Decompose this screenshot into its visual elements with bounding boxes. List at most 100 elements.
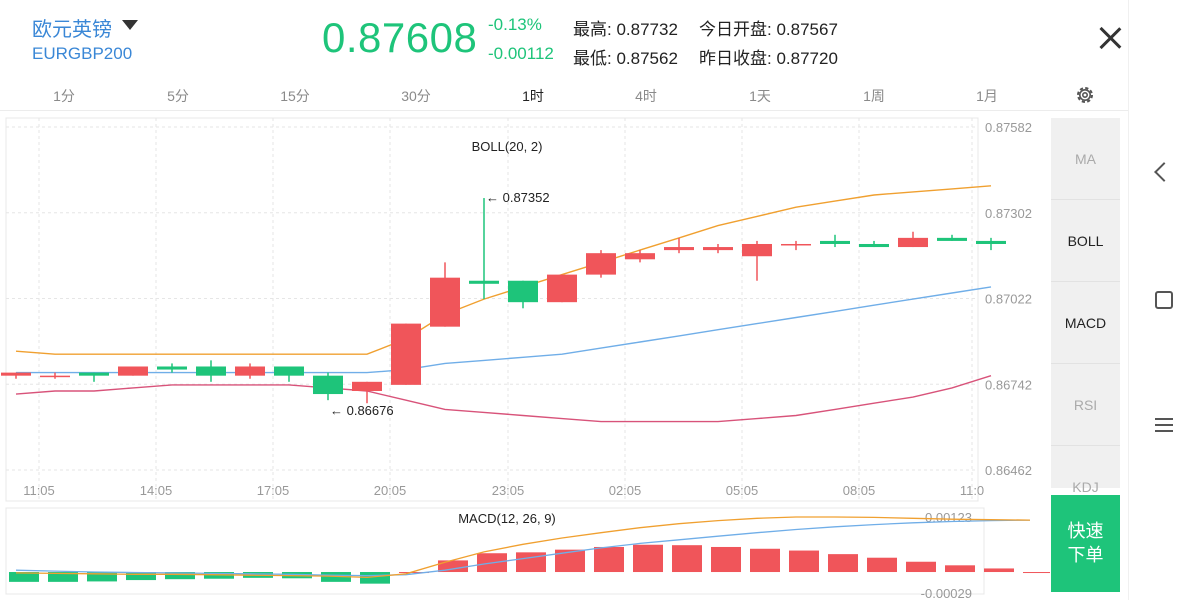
candle-4 bbox=[157, 363, 187, 373]
candle-body bbox=[937, 237, 967, 241]
candle-body bbox=[1, 372, 31, 376]
candle-body bbox=[469, 280, 499, 284]
open-stat: 今日开盘: 0.87567 bbox=[699, 20, 838, 39]
high-annotation: ← 0.87352 bbox=[486, 190, 550, 205]
indicator-boll[interactable]: BOLL bbox=[1051, 200, 1120, 282]
boll-label: BOLL(20, 2) bbox=[472, 139, 543, 154]
prev-close-label: 昨日收盘 bbox=[699, 49, 767, 68]
home-icon[interactable] bbox=[1155, 291, 1173, 309]
macd-dif-line bbox=[15, 519, 1031, 577]
y-tick-label: 0.86462 bbox=[985, 463, 1032, 478]
y-tick-label: 0.87582 bbox=[985, 120, 1032, 135]
quick-order-line2: 下单 bbox=[1067, 544, 1104, 565]
tab-timeframe-0[interactable]: 1分 bbox=[53, 88, 75, 104]
macd-bar-24 bbox=[945, 565, 975, 573]
tab-timeframe-3[interactable]: 30分 bbox=[401, 88, 431, 104]
x-tick-label: 20:05 bbox=[374, 483, 407, 498]
macd-lines bbox=[15, 516, 1031, 579]
macd-label: MACD(12, 26, 9) bbox=[458, 511, 556, 526]
macd-bar-11 bbox=[438, 560, 468, 573]
settings-gear-icon[interactable] bbox=[1073, 83, 1097, 107]
tab-timeframe-8[interactable]: 1月 bbox=[976, 88, 998, 104]
macd-bar-10 bbox=[399, 572, 429, 574]
macd-bar-21 bbox=[828, 554, 858, 573]
tab-timeframe-1[interactable]: 5分 bbox=[167, 88, 189, 104]
macd-bar-15 bbox=[594, 546, 624, 573]
macd-bar-17 bbox=[672, 545, 702, 573]
candle-body bbox=[859, 243, 889, 248]
y-tick-label: 0.87022 bbox=[985, 292, 1032, 307]
high-stat: 最高: 0.87732 bbox=[573, 20, 678, 39]
macd-histogram bbox=[9, 544, 1050, 584]
close-icon[interactable] bbox=[1096, 24, 1124, 52]
candle-17 bbox=[664, 237, 694, 254]
candle-23 bbox=[898, 231, 928, 248]
indicator-rsi[interactable]: RSI bbox=[1051, 364, 1120, 446]
macd-bar-18 bbox=[711, 546, 741, 573]
boll-bands bbox=[15, 185, 992, 423]
instrument-symbol: EURGBP200 bbox=[32, 44, 133, 63]
y-tick-label: 0.86742 bbox=[985, 377, 1032, 392]
macd-bar-3 bbox=[126, 572, 156, 581]
change-percent: -0.13% bbox=[488, 15, 542, 34]
macd-bar-26 bbox=[1023, 572, 1050, 574]
x-tick-label: 14:05 bbox=[140, 483, 173, 498]
low-annotation: ← 0.86676 bbox=[330, 403, 394, 418]
candle-12 bbox=[469, 198, 499, 300]
indicator-panel bbox=[1051, 118, 1120, 488]
extreme-annotations: ← 0.87352 ← 0.86676 bbox=[330, 190, 550, 418]
menu-icon[interactable] bbox=[1155, 418, 1173, 432]
candle-3 bbox=[118, 366, 148, 376]
tab-timeframe-6[interactable]: 1天 bbox=[749, 88, 771, 104]
system-nav-bar bbox=[1128, 0, 1200, 600]
macd-bar-19 bbox=[750, 548, 780, 573]
indicator-macd[interactable]: MACD bbox=[1051, 282, 1120, 364]
macd-bar-1 bbox=[48, 572, 78, 582]
macd-bar-16 bbox=[633, 544, 663, 573]
high-value: 0.87732 bbox=[616, 20, 678, 39]
macd-bar-4 bbox=[165, 572, 195, 580]
candle-body bbox=[781, 243, 811, 246]
candle-8 bbox=[313, 372, 343, 401]
tab-timeframe-2[interactable]: 15分 bbox=[280, 88, 310, 104]
x-tick-label: 17:05 bbox=[257, 483, 290, 498]
price-grid bbox=[5, 117, 979, 502]
candle-body bbox=[352, 381, 382, 391]
x-tick-label: 11:05 bbox=[23, 483, 55, 498]
indicator-kdj[interactable]: KDJ bbox=[1072, 479, 1099, 495]
candle-body bbox=[274, 366, 304, 376]
candle-7 bbox=[274, 366, 304, 382]
chart-area[interactable]: 0.87582 0.87302 0.87022 0.86742 0.86462 11:05… bbox=[0, 110, 1050, 600]
boll-lower-line bbox=[15, 375, 992, 423]
instrument-name[interactable]: 欧元英镑 bbox=[32, 19, 112, 41]
quick-order-button[interactable]: 快速 下单 bbox=[1051, 495, 1120, 592]
tab-timeframe-7[interactable]: 1周 bbox=[863, 88, 885, 104]
candle-15 bbox=[586, 250, 616, 278]
x-tick-label: 02:05 bbox=[609, 483, 642, 498]
candle-22 bbox=[859, 240, 889, 248]
candle-13 bbox=[508, 280, 538, 309]
quick-order-line1: 快速 bbox=[1067, 521, 1104, 542]
macd-bar-20 bbox=[789, 550, 819, 573]
macd-bar-0 bbox=[9, 572, 39, 582]
candle-2 bbox=[79, 372, 109, 382]
macd-bar-9 bbox=[360, 572, 390, 584]
tab-timeframe-5[interactable]: 4时 bbox=[635, 88, 657, 104]
indicator-ma[interactable]: MA bbox=[1051, 118, 1120, 200]
macd-bar-2 bbox=[87, 572, 117, 582]
tab-timeframe-4[interactable]: 1时 bbox=[522, 88, 544, 104]
price-axis: 0.87582 0.87302 0.87022 0.86742 0.86462 11:05… bbox=[23, 120, 1032, 498]
candle-body bbox=[625, 253, 655, 260]
candle-10 bbox=[391, 323, 421, 385]
candle-25 bbox=[976, 237, 1006, 251]
caret-down-icon[interactable] bbox=[122, 20, 138, 30]
candle-body bbox=[313, 375, 343, 395]
candle-body bbox=[391, 323, 421, 385]
macd-dea-line bbox=[15, 516, 1031, 579]
low-value: 0.87562 bbox=[616, 49, 678, 68]
macd-frame bbox=[5, 507, 985, 595]
prev-close-stat: 昨日收盘: 0.87720 bbox=[699, 49, 838, 68]
candle-body bbox=[703, 247, 733, 251]
candle-body bbox=[235, 366, 265, 376]
tab-divider bbox=[0, 110, 1128, 111]
